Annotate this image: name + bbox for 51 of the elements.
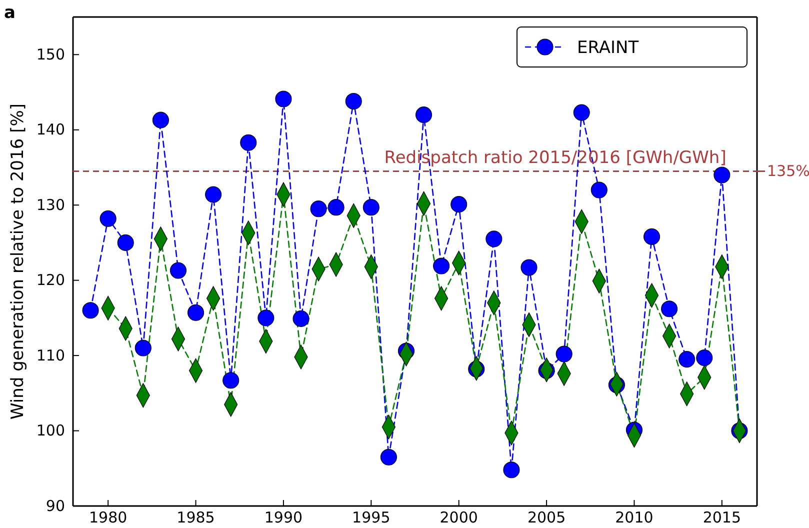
y-axis-title: Wind generation relative to 2016 [%] [8,103,28,420]
y-tick-label: 100 [36,422,65,440]
point [82,302,99,319]
point [556,346,572,362]
point [152,112,169,128]
y-tick-label: 130 [36,196,65,214]
point [345,92,362,110]
point [170,262,187,279]
point [503,462,520,478]
x-tick-label: 2015 [702,508,742,527]
point [433,258,450,274]
point [643,228,660,245]
point [187,304,204,321]
ref-line-label: 135% [767,162,809,180]
point [100,210,116,227]
point [678,351,696,368]
point [520,259,538,276]
x-tick-label: 1990 [264,508,303,527]
legend-label: ERAINT [577,38,640,58]
point [714,166,730,184]
x-tick-label: 2005 [527,508,566,527]
point [134,340,152,356]
y-tick-label: 90 [46,496,65,515]
x-tick-label: 1980 [88,508,128,527]
point [275,90,292,108]
point [486,230,502,248]
x-tick-label: 1995 [352,508,390,527]
point [222,372,240,389]
x-tick-label: 2000 [440,508,478,527]
point [240,134,257,151]
point [258,310,274,326]
point [117,234,134,251]
point [362,199,380,216]
text: a [4,3,16,23]
point [661,300,678,318]
point [310,200,327,218]
point [205,186,222,203]
y-tick-label: 150 [36,45,65,64]
x-tick-label: 1985 [176,508,215,527]
y-tick-label: 120 [36,271,65,290]
x-tick-label: 2010 [615,508,654,527]
y-tick-label: 140 [36,120,65,139]
y-tick-label: 110 [36,346,65,364]
point [450,196,468,213]
point [696,350,713,366]
point [292,310,310,327]
point [415,106,432,124]
point [590,182,608,198]
point [380,448,397,466]
point [328,199,344,216]
point [573,104,590,121]
